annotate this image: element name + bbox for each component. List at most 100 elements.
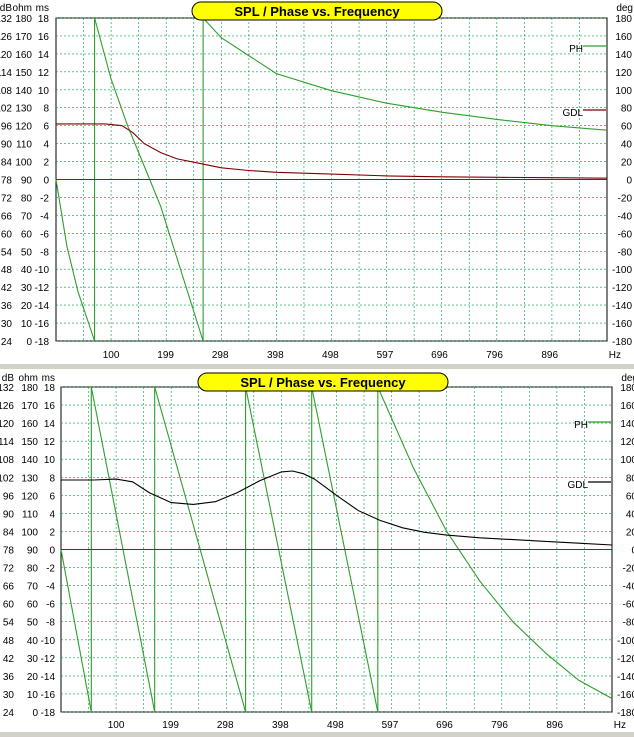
left-tick-label-dB: 90 [3,509,15,520]
left-tick-label-dB: 72 [1,193,13,204]
left-tick-label-dB: 96 [3,491,15,502]
right-tick-label: 160 [615,32,632,43]
legend-label-PH: PH [574,420,588,431]
left-tick-label-ms: 0 [43,176,49,187]
left-tick-label-ms: 10 [44,455,56,466]
right-tick-label: -80 [618,247,633,258]
left-tick-label-ms: -18 [41,708,56,719]
left-tick-label-ohm: 30 [27,654,39,665]
left-tick-label-ohm: 10 [27,690,39,701]
left-tick-label-ms: -8 [40,247,49,258]
left-tick-label-ms: 4 [43,140,49,151]
left-tick-label-ohm: 170 [21,401,38,412]
right-axis-header: deg [616,3,633,14]
right-tick-label: 60 [626,491,634,502]
left-tick-label-dB: 48 [3,636,15,647]
right-tick-label: -120 [617,654,634,665]
left-tick-label-ms: 8 [43,104,49,115]
left-tick-label-ohm: 140 [15,86,32,97]
phase-curve [94,17,204,342]
left-tick-label-dB: 108 [0,86,12,97]
left-tick-label-dB: 60 [1,229,13,240]
left-axis-header-ohm: ohm [13,3,32,14]
left-tick-label-ohm: 60 [21,229,33,240]
left-tick-label-ms: -6 [40,229,49,240]
left-tick-label-dB: 102 [0,104,12,115]
right-tick-label: -140 [612,301,632,312]
legend-label-PH: PH [569,44,583,55]
left-tick-label-dB: 108 [0,455,14,466]
right-tick-label: 40 [626,509,634,520]
left-tick-label-ohm: 70 [21,211,33,222]
left-tick-label-ms: 0 [49,546,55,557]
left-tick-label-ms: 18 [38,14,50,25]
panel-divider [0,364,634,369]
right-tick-label: -140 [617,672,634,683]
left-tick-label-dB: 96 [1,122,13,133]
left-tick-label-ohm: 130 [15,104,32,115]
left-tick-label-dB: 30 [1,319,13,330]
right-tick-label: -60 [623,600,634,611]
left-tick-label-ohm: 40 [21,265,33,276]
x-tick-label: 199 [157,350,174,361]
left-tick-label-dB: 132 [0,383,14,394]
left-tick-label-ohm: 150 [15,68,32,79]
left-tick-label-ohm: 20 [21,301,33,312]
left-tick-label-dB: 60 [3,600,15,611]
left-tick-label-dB: 42 [3,654,15,665]
left-tick-label-ms: 10 [38,86,50,97]
x-tick-label: 199 [162,720,179,731]
left-tick-label-ohm: 80 [21,193,33,204]
left-tick-label-dB: 114 [0,437,14,448]
left-tick-label-ms: -10 [41,636,56,647]
chart-panel-bottom: dB 132 126 120 114 108 102 96 90 84 78 72 66 60 54 48 42… [0,369,634,732]
right-tick-label: 140 [615,50,632,61]
x-tick-label: 696 [431,350,448,361]
right-tick-label: 160 [620,401,634,412]
left-tick-label-ohm: 20 [27,672,39,683]
left-tick-label-ms: -6 [46,600,55,611]
x-tick-label: 796 [491,720,508,731]
left-tick-label-ms: 8 [49,473,55,484]
left-tick-label-dB: 102 [0,473,14,484]
x-tick-label: 796 [486,350,503,361]
left-tick-label-ms: -14 [41,672,56,683]
phase-curve [377,386,613,699]
x-tick-label: 398 [272,720,289,731]
x-tick-label: 100 [103,350,120,361]
left-tick-label-ms: -16 [41,690,56,701]
left-tick-label-ms: 6 [43,122,49,133]
left-tick-label-dB: 114 [0,68,12,79]
left-tick-label-ms: -2 [46,564,55,575]
x-unit-label: Hz [609,350,621,361]
left-tick-label-ms: 14 [44,419,56,430]
right-axis-header: deg [621,373,634,384]
phase-curve [202,17,608,131]
left-tick-label-dB: 42 [1,283,13,294]
right-tick-label: -40 [618,211,633,222]
spl-phase-chart-bottom: dB13212612011410810296908478726660544842… [0,372,634,731]
left-tick-label-ohm: 80 [27,564,39,575]
left-tick-label-ohm: 40 [27,636,39,647]
left-tick-label-ohm: 90 [21,176,33,187]
left-tick-label-ms: 6 [49,491,55,502]
left-tick-label-ohm: 0 [32,708,38,719]
x-tick-label: 896 [541,350,558,361]
left-tick-label-ohm: 150 [21,437,38,448]
left-tick-label-dB: 66 [3,582,15,593]
left-tick-label-dB: 120 [0,419,14,430]
x-tick-label: 896 [546,720,563,731]
left-tick-label-ohm: 110 [22,509,38,520]
right-tick-label: 180 [620,383,634,394]
left-tick-label-ms: 16 [38,32,50,43]
left-tick-label-ohm: 170 [15,32,32,43]
left-tick-label-ohm: 100 [15,158,32,169]
x-tick-label: 597 [377,350,394,361]
legend-label-GDL: GDL [567,480,588,491]
gdl-curve [61,470,613,546]
left-tick-label-ohm: 120 [15,122,32,133]
left-tick-label-ms: 12 [44,437,56,448]
left-tick-label-dB: 36 [3,672,15,683]
left-tick-label-ohm: 130 [21,473,38,484]
right-tick-label: -180 [617,708,634,719]
